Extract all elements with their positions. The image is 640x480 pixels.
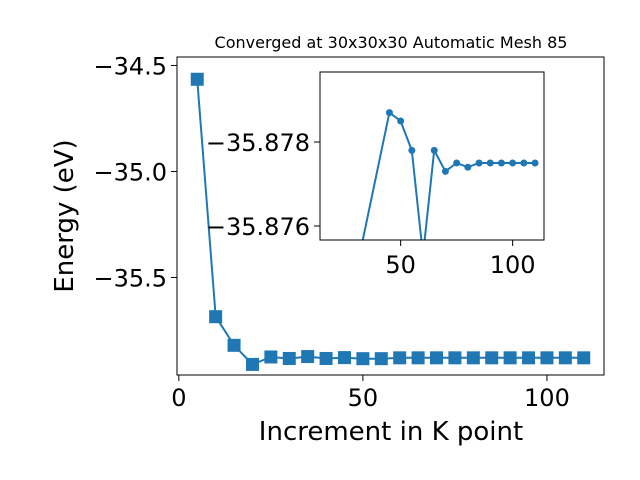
data-point-marker <box>337 351 351 365</box>
data-point-marker <box>558 351 572 365</box>
inset-data-point-marker <box>486 159 494 167</box>
x-axis-label: Increment in K point <box>259 417 523 447</box>
inset-y-tick-label: −35.876 <box>206 213 310 241</box>
data-point-marker <box>577 351 591 365</box>
inset-data-point-marker <box>453 159 461 167</box>
inset-data-point-marker <box>341 323 348 330</box>
inset-data-point-marker <box>497 159 505 167</box>
inset-data-point-marker <box>464 163 472 171</box>
data-point-marker <box>411 351 425 365</box>
x-tick-label: 50 <box>348 384 379 412</box>
chart-title: Converged at 30x30x30 Automatic Mesh 85 <box>215 33 568 52</box>
inset-data-point-marker <box>385 109 393 117</box>
data-point-marker <box>356 352 370 366</box>
data-point-marker <box>448 351 462 365</box>
data-point-marker <box>190 72 204 86</box>
inset-data-point-marker <box>520 159 528 167</box>
inset-x-tick-label: 50 <box>385 251 416 279</box>
data-point-marker <box>227 338 241 352</box>
data-point-marker <box>209 310 223 324</box>
inset-plot-background <box>320 72 544 240</box>
inset-data-point-marker <box>408 146 416 154</box>
data-point-marker <box>540 351 554 365</box>
x-tick-label: 100 <box>524 384 570 412</box>
data-point-marker <box>374 352 388 366</box>
y-tick-label: −34.5 <box>93 52 167 80</box>
series-line <box>196 79 584 366</box>
data-point-marker <box>393 351 407 365</box>
inset-data-point-marker <box>441 167 449 175</box>
inset-data-point-marker <box>430 146 438 154</box>
main-y-ticks: −34.5 −35.0 −35.5 <box>93 52 177 292</box>
data-point-marker <box>319 351 333 365</box>
main-plot: 0 50 100 −34.5 −35.0 −35.5 Converged at 30x3… <box>50 33 605 447</box>
x-tick-label: 0 <box>171 384 186 412</box>
y-axis-label: Energy (eV) <box>50 139 80 292</box>
main-x-ticks: 0 50 100 <box>171 375 570 412</box>
inset-series <box>341 109 539 330</box>
inset-y-tick-label: −35.878 <box>206 129 310 157</box>
data-point-marker <box>503 351 517 365</box>
data-point-marker <box>245 357 259 371</box>
main-series <box>190 72 591 371</box>
inset-x-tick-label: 100 <box>490 251 536 279</box>
inset-x-ticks: 50 100 <box>385 240 536 279</box>
inset-data-point-marker <box>475 159 483 167</box>
y-tick-label: −35.0 <box>93 158 167 186</box>
inset-data-point-marker <box>420 252 427 259</box>
inset-y-ticks: −35.878 −35.876 <box>206 129 320 241</box>
y-tick-label: −35.5 <box>93 264 167 292</box>
inset-data-point-marker <box>531 159 539 167</box>
data-point-marker <box>466 351 480 365</box>
data-point-marker <box>430 351 444 365</box>
main-plot-frame <box>176 56 605 376</box>
data-point-marker <box>301 350 315 364</box>
inset-series-group <box>341 109 539 330</box>
inset-data-point-marker <box>509 159 517 167</box>
data-point-marker <box>522 351 536 365</box>
inset-plot: 50 100 −35.878 −35.876 <box>206 71 545 330</box>
inset-plot-frame <box>319 71 545 241</box>
data-point-marker <box>264 350 278 364</box>
data-point-marker <box>282 351 296 365</box>
inset-data-point-marker <box>397 117 405 125</box>
data-point-marker <box>485 351 499 365</box>
